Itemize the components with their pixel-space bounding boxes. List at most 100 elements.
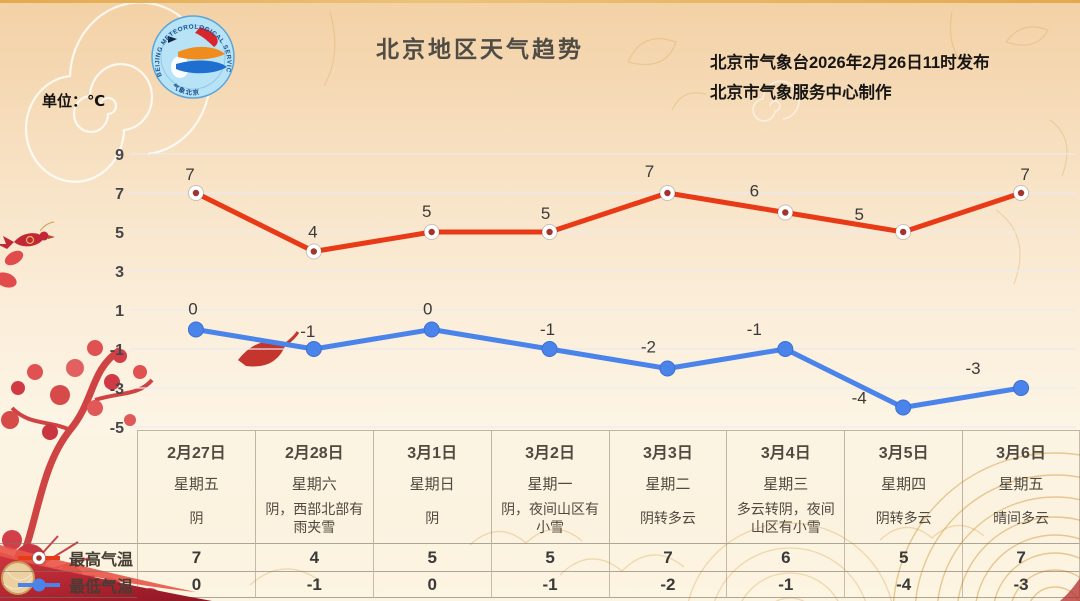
weekday-label: 星期日 [409,475,455,493]
data-point-min [423,321,440,338]
data-point-min [305,341,322,357]
data-point-max [423,224,440,240]
meteorological-service-logo: BEIJING METEOROLOGICAL SERVICE 气象北京 [149,14,235,99]
data-point-max-core [310,248,318,255]
date-label: 2月27日 [167,445,226,462]
min-temp-value: -1 [726,571,845,598]
point-label: 7 [185,165,194,184]
date-label: 2月28日 [284,445,344,462]
data-point-max [895,224,912,240]
point-label: 0 [423,300,432,319]
min-temp-value: -1 [254,571,373,598]
weekday-label: 星期五 [998,475,1044,493]
weather-label: 多云转阴，夜间山区有小雪 [736,500,835,535]
page-title: 北京地区天气趋势 [376,36,584,62]
data-point-max-core [1017,189,1025,197]
issued-line-2: 北京市气象服务中心制作 [710,84,892,102]
data-point-max-core [428,228,435,236]
data-point-max-core [664,189,671,197]
point-label: -2 [641,338,656,357]
weather-label: 晴间多云 [993,509,1050,526]
ytick-label: 3 [115,264,124,281]
col-header: 3月1日星期日阴 [372,430,491,543]
orange-swoosh-icon [178,46,225,60]
weather-label: 阴，西部北部有雨夹雪 [265,500,364,535]
min-temp-value: -2 [608,571,727,598]
max-temp-value: 5 [372,543,491,571]
min-temp-legend-icon [18,578,60,591]
max-temp-legend-icon [18,550,60,565]
point-label: -3 [966,359,981,378]
data-point-max-core [899,228,907,236]
weather-label: 阴转多云 [875,509,932,526]
min-temp-value: 0 [372,571,491,598]
point-label: 0 [188,300,197,319]
max-temp-value: 7 [608,543,727,571]
ytick-label: -1 [110,342,124,359]
blue-swoosh-icon [176,60,227,74]
max-temp-value: 7 [962,543,1080,571]
max-temp-line [193,190,1024,254]
data-point-max [541,224,558,240]
min-temp-line [193,327,1024,410]
col-header: 3月3日 星期二 阴转多云 [608,430,727,543]
data-point-max-core [782,209,789,216]
max-temp-value: 4 [254,543,373,571]
point-label: 5 [422,202,431,221]
bird-glyph-icon [168,36,177,43]
point-label: 5 [854,205,863,224]
weather-label: 阴 [189,509,204,526]
forecast-table: 2月27日 星期五阴 2月28日 星期六 阴，西部北部有雨夹雪 3月1日 星期日阴 3月2日星… [0,430,1080,598]
point-label: -1 [540,320,555,339]
min-temp-value: -1 [490,571,609,598]
ytick-label: 1 [115,303,124,320]
point-label: -1 [747,320,762,339]
data-point-min [777,341,794,357]
col-header: 3月5日星期四阴转多云 [844,430,963,543]
data-point-min [895,399,912,416]
date-label: 3月1日 [407,445,458,462]
max-temp-value: 5 [490,543,609,571]
max-temp-value: 5 [844,543,963,571]
point-label: 7 [1020,165,1029,184]
issued-line-1: 北京市气象台2026年2月26日11时发布 [710,54,990,72]
red-leaf-decor [238,331,300,367]
weekday-label: 星期四 [881,475,927,493]
data-point-max [305,243,322,260]
point-label: -1 [300,322,315,341]
point-label: 4 [308,223,317,242]
legend-min-temp: 最低气温 [0,571,137,598]
date-label: 3月4日 [760,445,811,462]
issuer-info: 北京市气象台2026年2月26日11时发布 北京市气象服务中心制作 [710,48,990,108]
weather-label: 阴转多云 [639,509,696,526]
min-temp-value: -3 [962,571,1080,598]
data-point-max [659,185,676,201]
point-label: 5 [541,204,550,223]
legend-label: 最高气温 [69,551,134,569]
weekday-label: 星期三 [763,475,809,493]
date-label: 3月5日 [878,445,929,462]
point-label: 7 [645,162,654,181]
data-point-max [187,185,204,201]
min-temp-value: 0 [137,571,255,598]
max-temp-value: 6 [726,543,845,571]
data-point-max [777,204,794,221]
date-label: 3月3日 [643,445,693,462]
col-header: 2月28日 星期六 阴，西部北部有雨夹雪 [254,430,373,543]
data-point-max [1013,185,1030,201]
weather-label: 阴 [425,509,440,526]
ytick-label: 5 [115,225,124,242]
ytick-label: 9 [115,147,124,164]
date-label: 3月2日 [525,445,575,462]
col-header: 3月4日星期三多云转阴，夜间山区有小雪 [726,430,845,543]
data-point-min [659,360,676,377]
weekday-label: 星期五 [173,475,219,493]
date-label: 3月6日 [996,445,1046,462]
point-label: -4 [852,389,867,408]
data-point-min [541,341,558,357]
data-point-min [1013,380,1030,396]
unit-label: 单位：℃ [42,93,106,110]
point-label: 6 [750,182,759,201]
ytick-label: 7 [115,186,124,203]
